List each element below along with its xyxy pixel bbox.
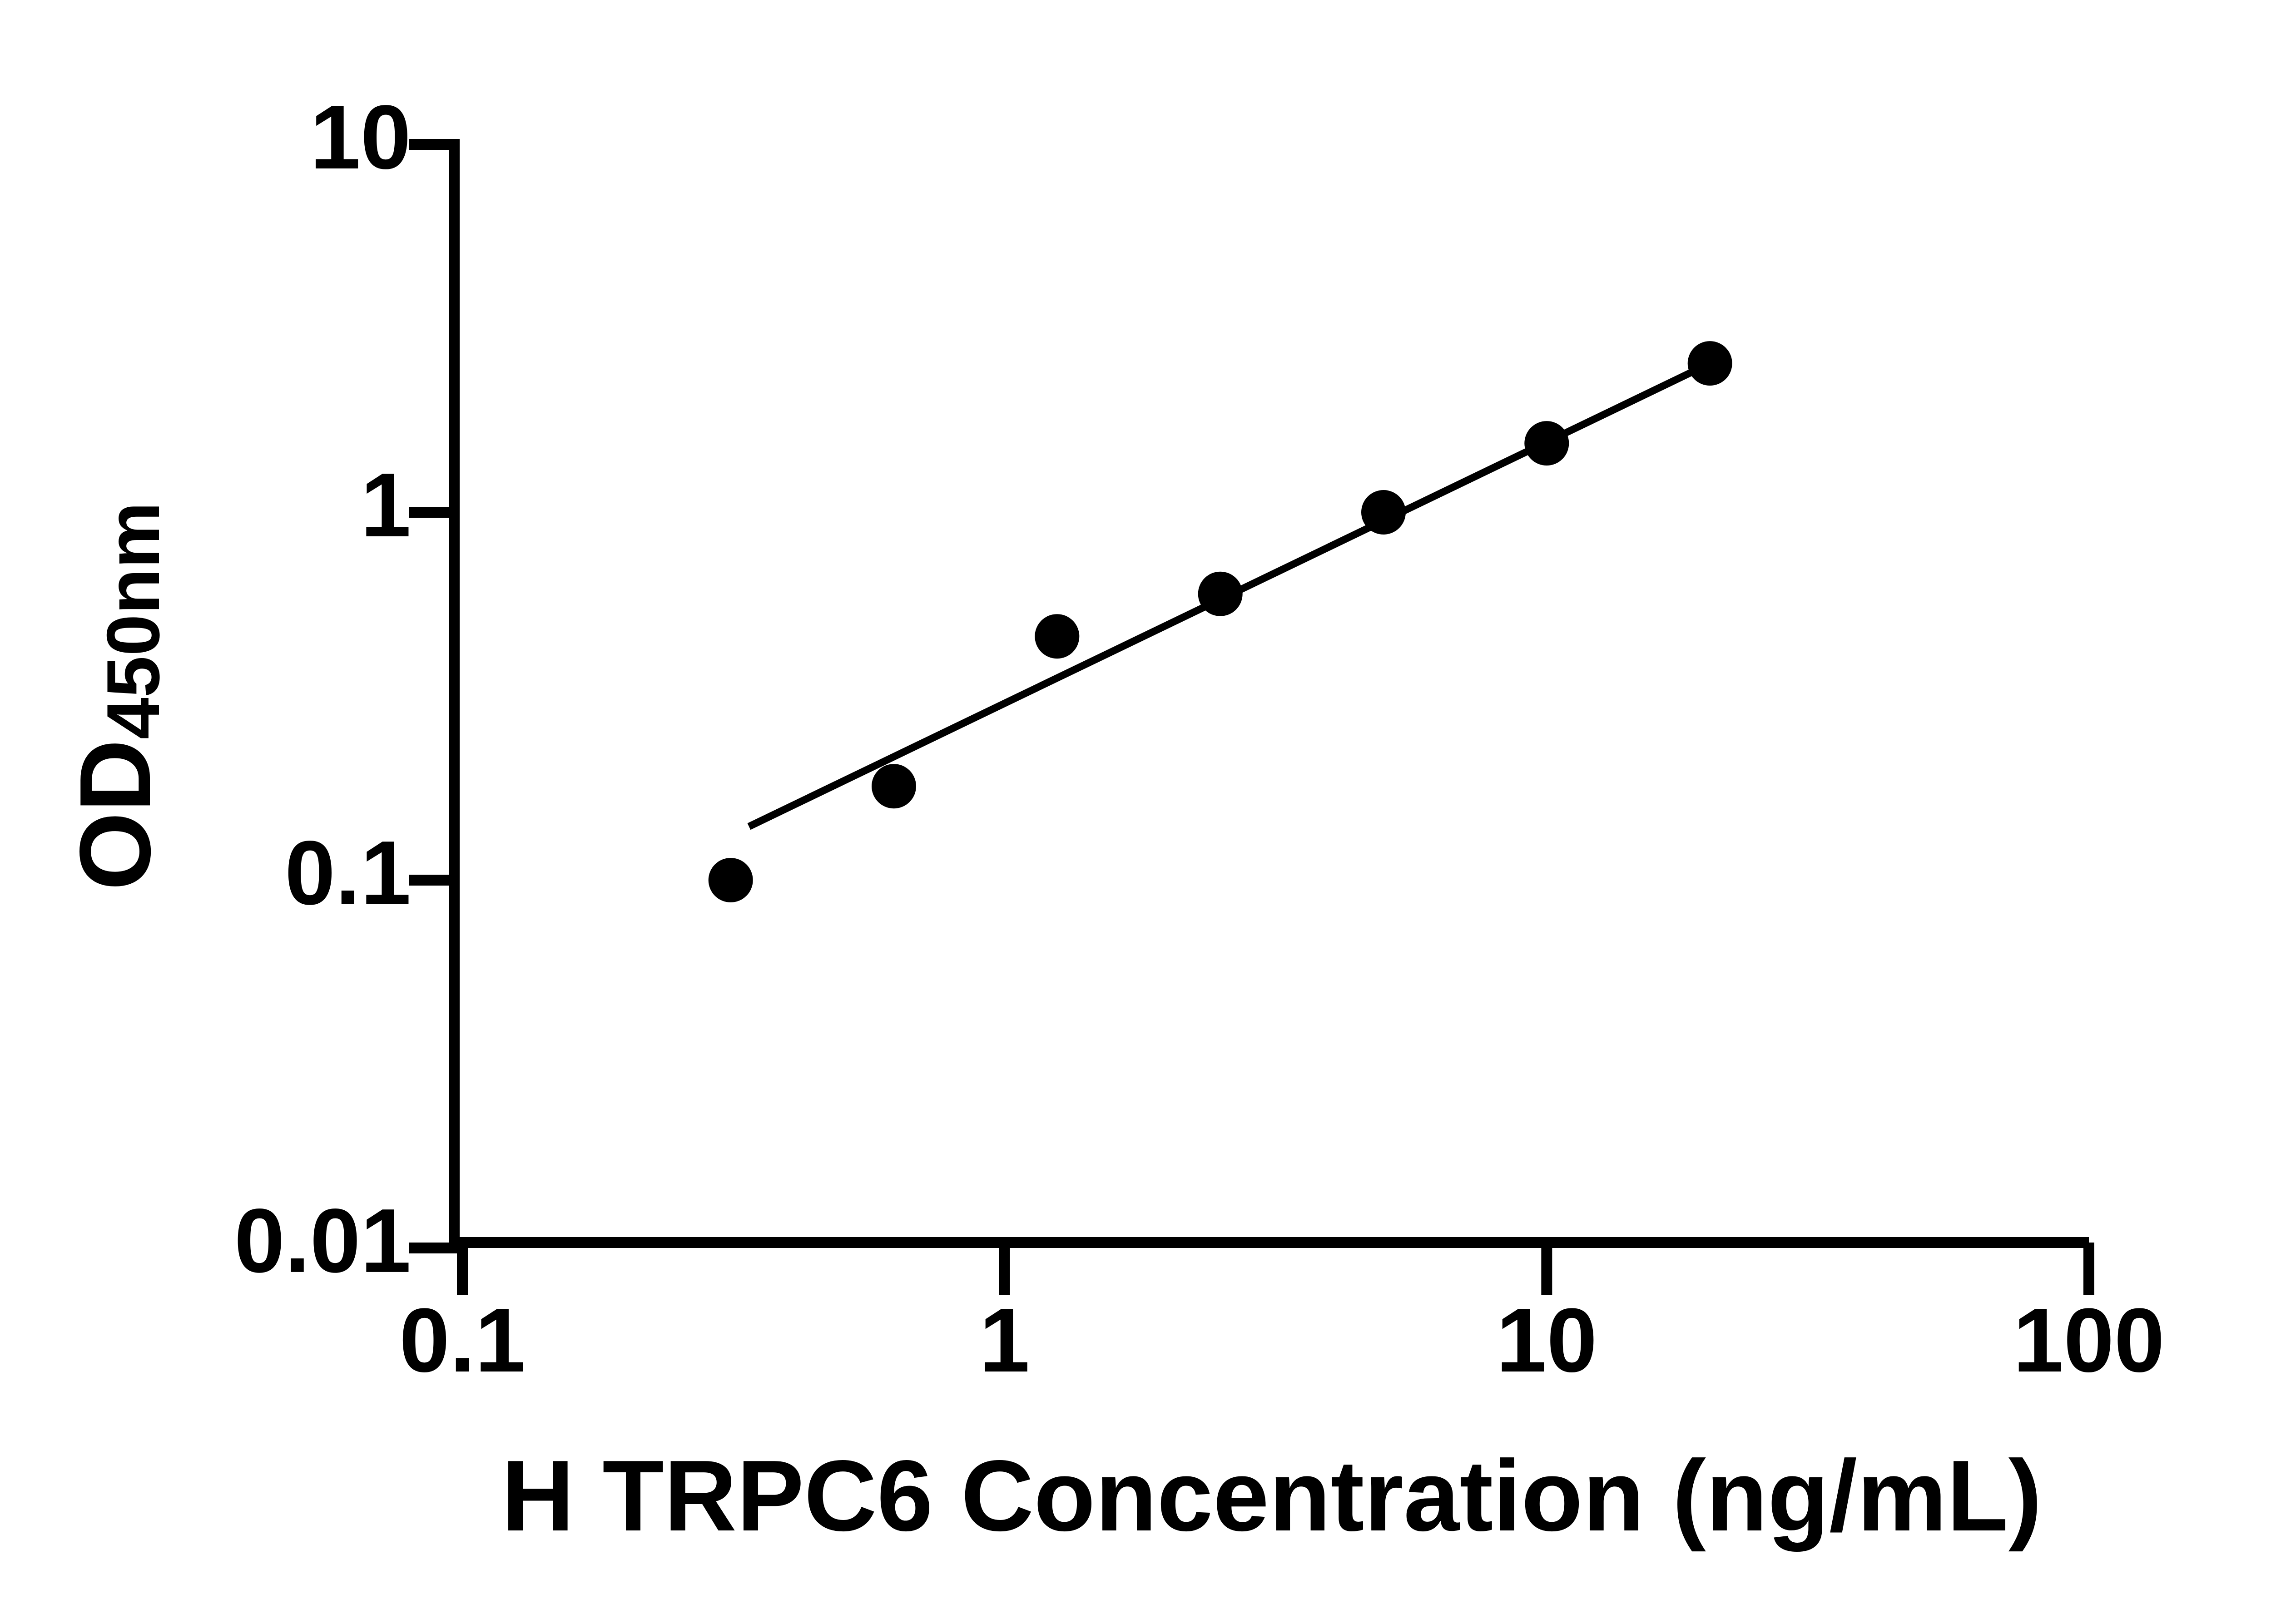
- svg-text:100: 100: [2013, 1290, 2165, 1391]
- svg-text:1: 1: [361, 455, 411, 556]
- svg-text:1: 1: [979, 1290, 1030, 1391]
- svg-text:H TRPC6 Concentration (ng/mL): H TRPC6 Concentration (ng/mL): [501, 1440, 2042, 1552]
- svg-text:10: 10: [310, 87, 411, 188]
- svg-text:0.1: 0.1: [285, 822, 411, 924]
- svg-text:OD450nm: OD450nm: [59, 502, 175, 891]
- svg-text:0.1: 0.1: [399, 1290, 526, 1391]
- svg-text:10: 10: [1496, 1290, 1597, 1391]
- svg-text:0.01: 0.01: [234, 1190, 411, 1292]
